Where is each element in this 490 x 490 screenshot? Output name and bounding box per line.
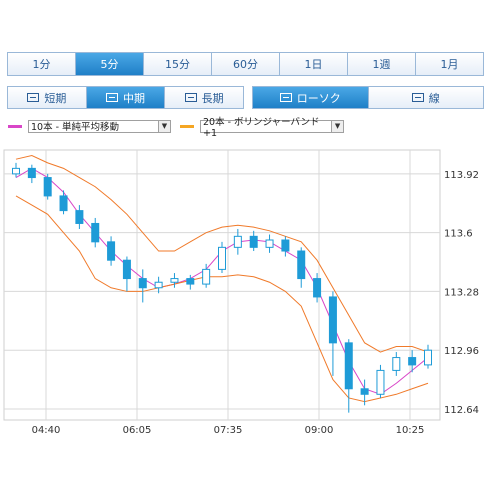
range-short-icon [27, 93, 40, 102]
candle-body [138, 278, 147, 289]
ma-select-value: 10本 - 単純平均移動 [31, 122, 120, 133]
candle-body [107, 241, 116, 261]
bollinger-lower-line [15, 195, 429, 403]
candle-body [360, 388, 369, 395]
candle-body [249, 235, 258, 248]
candlestick-icon [279, 93, 292, 102]
bollinger-upper-line [15, 154, 429, 353]
period-button-1[interactable]: 中期 [86, 87, 166, 108]
x-tick-label: 09:00 [305, 425, 334, 436]
candle-body [43, 177, 52, 197]
candle-body [392, 357, 401, 371]
range-long-icon [184, 93, 197, 102]
bb-select-value: 20本 - ボリンジャーバンド+1 [203, 116, 320, 139]
tab-timeframe-1[interactable]: 5分 [76, 53, 144, 75]
candle-body [202, 268, 211, 285]
y-tick-label: 113.92 [444, 170, 479, 181]
ma-color-swatch [8, 124, 22, 128]
range-mid-icon [106, 93, 118, 102]
candle-body [281, 239, 290, 252]
candle-body [75, 210, 84, 224]
ma-select[interactable]: 10本 - 単純平均移動 ▼ [28, 119, 171, 133]
candle-body [59, 195, 68, 212]
chevron-down-icon[interactable]: ▼ [331, 120, 343, 132]
candle-body [122, 259, 131, 280]
timeframe-tabs: 1分 5分 15分 60分 1日 1週 1月 [7, 52, 484, 76]
tab-timeframe-5[interactable]: 1週 [348, 53, 416, 75]
bb-select[interactable]: 20本 - ボリンジャーバンド+1 ▼ [200, 117, 344, 139]
bb-legend: 20本 - ボリンジャーバンド+1 ▼ [180, 117, 344, 139]
candlestick-chart[interactable]: 113.92 113.6 113.28 112.96 112.64 04:40 06:05 0… [0, 142, 490, 442]
candle-body [170, 278, 179, 283]
candle-body [328, 296, 337, 344]
period-selector: 短期 中期 長期 [7, 86, 244, 109]
tab-timeframe-2[interactable]: 15分 [144, 53, 212, 75]
y-tick-label: 112.96 [444, 346, 479, 357]
plot-area [3, 149, 441, 421]
line-chart-icon [411, 93, 424, 102]
tab-timeframe-3[interactable]: 60分 [212, 53, 280, 75]
x-tick-label: 07:35 [214, 425, 243, 436]
candle-body [297, 250, 306, 280]
y-tick-label: 112.64 [444, 405, 479, 416]
bb-color-swatch [180, 124, 194, 128]
candle-body [313, 278, 322, 298]
candle-body [218, 246, 226, 270]
tab-timeframe-0[interactable]: 1分 [8, 53, 76, 75]
candle-body [376, 369, 385, 395]
tab-timeframe-6[interactable]: 1月 [416, 53, 483, 75]
chevron-down-icon[interactable]: ▼ [158, 120, 170, 132]
candle-body [424, 349, 432, 366]
x-tick-label: 04:40 [32, 425, 61, 436]
y-tick-label: 113.6 [444, 229, 473, 240]
candle-body [154, 281, 163, 289]
period-button-2[interactable]: 長期 [165, 87, 244, 108]
chart-type-label: ローソク [296, 91, 341, 105]
chart-type-button-0[interactable]: ローソク [253, 87, 369, 108]
x-tick-label: 10:25 [396, 425, 425, 436]
candle-body [27, 167, 36, 179]
period-label: 長期 [201, 91, 224, 105]
tab-timeframe-4[interactable]: 1日 [280, 53, 348, 75]
candle-body [265, 239, 274, 248]
period-button-0[interactable]: 短期 [8, 87, 87, 108]
candle-body [186, 278, 195, 285]
candle-body [12, 167, 20, 175]
candle-body [344, 342, 353, 390]
y-tick-label: 113.28 [444, 287, 479, 298]
chart-type-selector: ローソク 線 [252, 86, 484, 109]
candle-body [91, 222, 100, 243]
chart-type-label: 線 [428, 91, 440, 105]
x-tick-label: 06:05 [123, 425, 152, 436]
ma-legend: 10本 - 単純平均移動 ▼ [8, 119, 171, 133]
period-label: 短期 [44, 91, 67, 105]
candle-body [408, 357, 417, 366]
period-label: 中期 [123, 91, 145, 105]
chart-type-button-1[interactable]: 線 [368, 87, 483, 108]
candle-body [233, 235, 242, 248]
top-edge-fragment [0, 44, 7, 48]
